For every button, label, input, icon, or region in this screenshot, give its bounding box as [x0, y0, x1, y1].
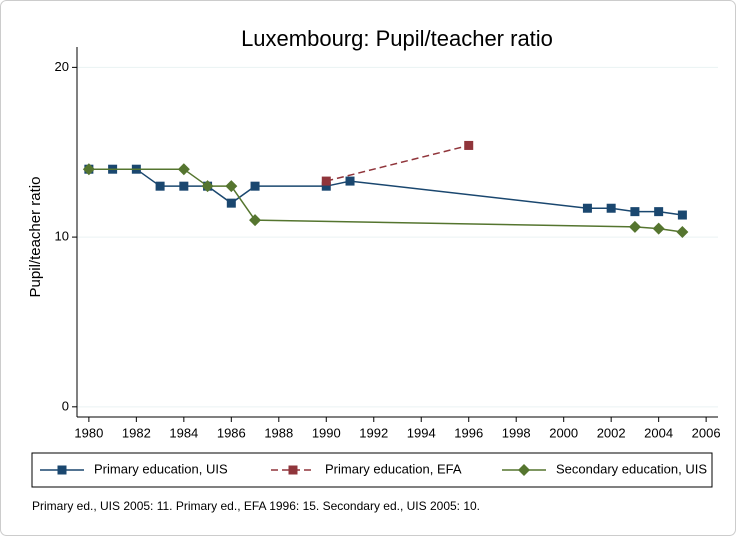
x-tick-label: 2004 — [644, 425, 673, 440]
x-tick-label: 2006 — [692, 425, 721, 440]
series-line — [326, 144, 469, 182]
x-tick-label: 1998 — [502, 425, 531, 440]
data-point — [628, 220, 641, 233]
y-tick-label: 0 — [62, 398, 69, 413]
x-tick-label: 1984 — [169, 425, 198, 440]
data-point — [464, 140, 474, 150]
data-point — [676, 226, 689, 238]
data-point — [249, 214, 262, 227]
data-point — [250, 181, 260, 191]
x-tick-label: 1980 — [74, 425, 103, 440]
legend-label: Secondary education, UIS — [556, 461, 707, 476]
legend-label: Primary education, UIS — [94, 461, 228, 476]
data-point — [225, 180, 238, 193]
x-tick-label: 1994 — [407, 425, 436, 440]
chart-title: Luxembourg: Pupil/teacher ratio — [241, 26, 553, 51]
data-point — [345, 176, 355, 186]
legend-marker — [518, 464, 530, 476]
data-point — [201, 180, 214, 193]
data-point — [177, 163, 190, 176]
legend-label: Primary education, EFA — [325, 461, 462, 476]
y-axis-title: Pupil/teacher ratio — [27, 177, 44, 298]
x-tick-label: 1982 — [122, 425, 151, 440]
data-point — [321, 176, 331, 186]
legend-box — [31, 452, 713, 488]
x-tick-label: 1988 — [264, 425, 293, 440]
x-tick-label: 1990 — [312, 425, 341, 440]
data-point — [677, 210, 687, 220]
data-point — [82, 163, 95, 176]
data-point — [155, 181, 165, 191]
data-point — [226, 198, 236, 208]
x-tick-label: 1996 — [454, 425, 483, 440]
x-tick-label: 1986 — [217, 425, 246, 440]
y-tick-label: 10 — [55, 229, 69, 244]
y-tick-label: 20 — [55, 59, 69, 74]
note: Primary ed., UIS 2005: 11. Primary ed., … — [32, 499, 480, 513]
data-point — [582, 203, 592, 213]
x-tick-label: 2002 — [597, 425, 626, 440]
data-point — [321, 181, 331, 191]
data-point — [654, 207, 664, 217]
legend-marker — [57, 465, 67, 475]
data-point — [606, 203, 616, 213]
x-tick-label: 1992 — [359, 425, 388, 440]
x-tick-label: 2000 — [549, 425, 578, 440]
data-point — [652, 222, 665, 235]
data-point — [630, 207, 640, 217]
data-point — [179, 181, 189, 191]
legend-marker — [288, 465, 298, 475]
